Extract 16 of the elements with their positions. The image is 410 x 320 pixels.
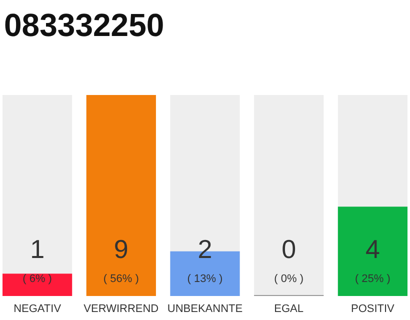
x-tick-label: EGAL xyxy=(274,303,304,315)
x-tick-label: NEGATIV xyxy=(14,303,62,315)
data-label: 4 xyxy=(365,234,380,264)
annotation: ( 0% ) xyxy=(274,273,304,285)
chart-title: 083332250 xyxy=(4,7,164,43)
annotation: ( 25% ) xyxy=(354,273,390,285)
bar xyxy=(2,274,72,296)
annotation: ( 13% ) xyxy=(187,273,223,285)
annotation: ( 56% ) xyxy=(103,273,139,285)
data-label: 0 xyxy=(282,234,296,264)
x-tick-label: UNBEKANNTE xyxy=(167,303,243,315)
annotation: ( 6% ) xyxy=(22,273,52,285)
data-label: 1 xyxy=(30,234,45,264)
x-tick-label: POSITIV xyxy=(350,303,396,315)
x-tick-label: VERWIRREND xyxy=(84,303,159,315)
data-label: 9 xyxy=(114,234,128,264)
